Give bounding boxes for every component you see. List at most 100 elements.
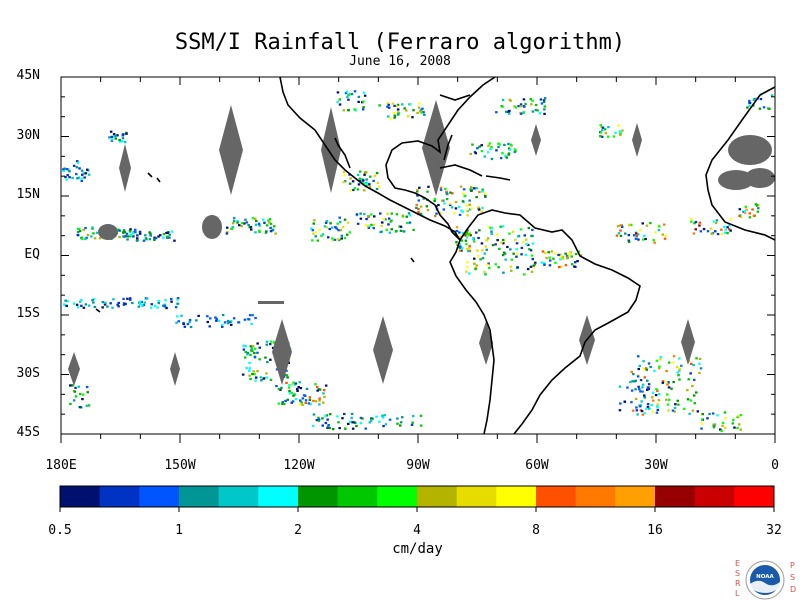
- rain-pixel: [501, 238, 505, 242]
- rain-pixel: [396, 113, 400, 116]
- rain-pixel: [163, 303, 167, 306]
- rain-pixel: [122, 231, 125, 234]
- rain-pixel: [619, 224, 622, 227]
- colorbar-tick-label: 8: [532, 523, 540, 538]
- rain-pixel: [245, 221, 249, 224]
- rain-pixel: [113, 135, 116, 138]
- rain-pixel: [286, 398, 289, 401]
- rain-pixel: [649, 365, 652, 369]
- rain-pixel: [358, 177, 362, 180]
- rain-pixel: [454, 201, 458, 204]
- rain-pixel: [621, 129, 624, 132]
- rain-pixel: [246, 353, 249, 356]
- rain-pixel: [390, 212, 393, 215]
- rain-pixel: [350, 412, 354, 415]
- rain-pixel: [357, 183, 361, 186]
- rain-pixel: [106, 305, 109, 308]
- rain-pixel: [531, 258, 534, 261]
- rain-pixel: [509, 148, 512, 151]
- rain-pixel: [240, 225, 243, 228]
- rain-pixel: [524, 253, 528, 256]
- rain-pixel: [507, 110, 511, 113]
- rain-pixel: [601, 129, 604, 132]
- rain-pixel: [162, 304, 165, 307]
- missing-swath: [119, 144, 131, 192]
- rain-pixel: [101, 301, 105, 304]
- rain-pixel: [63, 167, 66, 170]
- rain-pixel: [509, 99, 512, 102]
- rain-pixel: [69, 384, 72, 387]
- rain-pixel: [357, 95, 361, 98]
- rain-pixel: [342, 181, 345, 184]
- rain-pixel: [634, 232, 638, 235]
- rain-pixel: [427, 185, 430, 188]
- rain-pixel: [369, 175, 372, 178]
- rain-pixel: [481, 249, 484, 252]
- rain-pixel: [566, 256, 569, 259]
- rain-pixel: [253, 347, 257, 350]
- rain-pixel: [751, 208, 754, 211]
- rain-pixel: [634, 397, 638, 400]
- rain-pixel: [76, 306, 80, 309]
- rain-pixel: [384, 423, 388, 426]
- rain-pixel: [122, 230, 126, 233]
- rain-pixel: [249, 378, 252, 381]
- rain-pixel: [503, 143, 506, 146]
- rain-pixel: [265, 340, 269, 343]
- rain-pixel: [344, 92, 348, 95]
- lat-label: 15N: [16, 187, 40, 202]
- rain-pixel: [639, 405, 642, 408]
- rain-pixel: [465, 209, 468, 212]
- rain-pixel: [515, 248, 518, 251]
- rain-pixel: [665, 370, 668, 373]
- rain-pixel: [136, 234, 139, 237]
- rain-pixel: [177, 320, 180, 323]
- rain-pixel: [619, 133, 622, 136]
- rain-pixel: [140, 300, 143, 304]
- rain-pixel: [573, 265, 576, 268]
- rain-pixel: [619, 402, 622, 405]
- rain-pixel: [476, 147, 479, 150]
- rain-pixel: [408, 214, 412, 217]
- rain-pixel: [362, 100, 365, 103]
- rain-pixel: [342, 109, 346, 112]
- rain-pixel: [104, 301, 107, 304]
- colorbar-tick-label: 4: [413, 523, 421, 538]
- rain-pixel: [318, 403, 321, 406]
- rain-pixel: [393, 111, 396, 115]
- rain-pixel: [365, 178, 368, 181]
- rain-pixel: [265, 230, 268, 233]
- rain-pixel: [495, 149, 498, 152]
- rain-pixel: [513, 150, 516, 154]
- rain-pixel: [732, 418, 735, 421]
- rain-pixel: [642, 367, 646, 370]
- rain-pixel: [296, 389, 299, 392]
- rain-pixel: [439, 212, 442, 215]
- lon-label: 0: [771, 458, 779, 473]
- rain-pixel: [619, 229, 622, 232]
- rain-pixel: [698, 357, 702, 360]
- rain-pixel: [249, 353, 252, 356]
- rain-pixel: [157, 235, 160, 238]
- rain-pixel: [748, 104, 751, 108]
- rain-pixel: [558, 253, 562, 256]
- rain-pixel: [445, 190, 448, 193]
- rain-pixel: [215, 319, 218, 322]
- rain-pixel: [475, 187, 478, 190]
- rain-pixel: [387, 223, 390, 226]
- rain-pixel: [95, 231, 99, 234]
- rain-pixel: [215, 317, 218, 321]
- rain-pixel: [245, 367, 248, 370]
- rain-pixel: [641, 386, 644, 389]
- rain-pixel: [149, 233, 152, 237]
- rain-pixel: [82, 306, 86, 309]
- rain-pixel: [291, 400, 295, 403]
- rain-pixel: [439, 188, 443, 191]
- rain-pixel: [714, 230, 717, 233]
- rain-pixel: [293, 383, 297, 386]
- rain-pixel: [692, 364, 695, 367]
- rain-pixel: [478, 229, 481, 232]
- rain-pixel: [316, 389, 319, 392]
- rain-pixel: [487, 226, 491, 229]
- rain-pixel: [549, 259, 552, 262]
